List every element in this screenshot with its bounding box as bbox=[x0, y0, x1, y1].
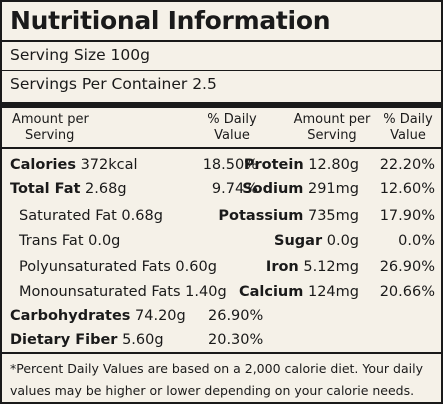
nutrient-dv: 20.30% bbox=[208, 332, 264, 348]
nutrient-dv: 22.20% bbox=[379, 157, 435, 173]
label-title: Nutritional Information bbox=[10, 6, 331, 35]
servings-per-container: Servings Per Container 2.5 bbox=[10, 75, 217, 93]
footnote: *Percent Daily Values are based on a 2,0… bbox=[10, 361, 423, 398]
divider bbox=[2, 352, 441, 354]
nutrient-amount: 5.60g bbox=[122, 332, 164, 348]
nutrient-name: Sugar bbox=[274, 233, 323, 249]
nutrient-row-dietary-fiber: Dietary Fiber 5.60g bbox=[10, 332, 164, 348]
header-amount-line1: Amount per bbox=[12, 112, 89, 127]
header-amount-line2: Serving bbox=[307, 128, 357, 143]
nutrient-amount: 12.80g bbox=[308, 157, 359, 173]
nutrient-amount: 0.0g bbox=[88, 233, 121, 249]
nutrient-amount: 124mg bbox=[307, 284, 359, 300]
nutrient-name: Trans Fat bbox=[19, 233, 84, 249]
nutrient-name: Iron bbox=[265, 259, 299, 275]
header-dv-left: % Daily Value bbox=[197, 112, 267, 144]
nutrient-name: Calcium bbox=[238, 284, 304, 300]
nutrient-row-calories: Calories 372kcal bbox=[10, 157, 138, 173]
nutrient-dv: 18.50% bbox=[202, 157, 258, 173]
nutrient-dv: 20.66% bbox=[379, 284, 435, 300]
nutrient-row-calcium: Calcium 124mg bbox=[239, 284, 359, 300]
nutrient-amount: 5.12mg bbox=[303, 259, 359, 275]
header-amount-line1: Amount per bbox=[293, 112, 371, 127]
nutrient-amount: 1.40g bbox=[185, 284, 227, 300]
nutrient-name: Total Fat bbox=[10, 181, 81, 197]
nutrient-name: Saturated Fat bbox=[19, 208, 117, 224]
nutrient-row-carbohydrates: Carbohydrates 74.20g bbox=[10, 308, 186, 324]
nutrient-amount: 0.68g bbox=[121, 208, 163, 224]
nutrient-dv: 12.60% bbox=[379, 181, 435, 197]
divider bbox=[2, 147, 441, 149]
nutrient-dv: 0.0% bbox=[398, 233, 435, 249]
nutrient-amount: 372kcal bbox=[80, 157, 138, 173]
nutrient-row-iron: Iron 5.12mg bbox=[266, 259, 359, 275]
nutrient-dv: 17.90% bbox=[379, 208, 435, 224]
nutrient-row-trans-fat: Trans Fat 0.0g bbox=[19, 233, 120, 249]
nutrient-dv: 26.90% bbox=[208, 308, 264, 324]
header-dv-line2: Value bbox=[390, 128, 426, 143]
nutrient-amount: 735mg bbox=[307, 208, 359, 224]
nutrient-row-total-fat: Total Fat 2.68g bbox=[10, 181, 127, 197]
nutrient-name: Dietary Fiber bbox=[10, 332, 118, 348]
nutrient-row-monounsaturated: Monounsaturated Fats 1.40g bbox=[19, 284, 227, 300]
nutrient-amount: 74.20g bbox=[135, 308, 186, 324]
header-dv-line1: % Daily bbox=[383, 112, 433, 127]
serving-size: Serving Size 100g bbox=[10, 46, 150, 64]
header-amount-right: Amount per Serving bbox=[289, 112, 375, 144]
nutrient-row-potassium: Potassium 735mg bbox=[218, 208, 359, 224]
divider bbox=[2, 40, 441, 42]
nutrient-name: Sodium bbox=[242, 181, 304, 197]
nutrient-amount: 2.68g bbox=[85, 181, 127, 197]
nutrient-amount: 0.0g bbox=[326, 233, 359, 249]
nutrient-dv: 26.90% bbox=[379, 259, 435, 275]
nutrient-name: Carbohydrates bbox=[10, 308, 131, 324]
nutrient-name: Protein bbox=[243, 157, 304, 173]
nutrient-row-saturated-fat: Saturated Fat 0.68g bbox=[19, 208, 163, 224]
header-dv-line1: % Daily bbox=[207, 112, 257, 127]
divider bbox=[2, 70, 441, 71]
nutrient-row-sodium: Sodium 291mg bbox=[242, 181, 359, 197]
nutrient-name: Monounsaturated Fats bbox=[19, 284, 181, 300]
nutrient-amount: 291mg bbox=[307, 181, 359, 197]
nutrient-amount: 0.60g bbox=[175, 259, 217, 275]
nutrient-name: Polyunsaturated Fats bbox=[19, 259, 171, 275]
nutrient-row-protein: Protein 12.80g bbox=[244, 157, 359, 173]
header-amount-line2: Serving bbox=[25, 128, 75, 143]
nutrient-dv: 9.74% bbox=[211, 181, 258, 197]
header-dv-line2: Value bbox=[214, 128, 250, 143]
nutrient-name: Potassium bbox=[218, 208, 304, 224]
divider bbox=[2, 102, 441, 108]
header-amount-left: Amount per Serving bbox=[12, 112, 89, 144]
nutrient-name: Calories bbox=[10, 157, 76, 173]
header-dv-right: % Daily Value bbox=[374, 112, 442, 144]
nutrient-row-polyunsaturated: Polyunsaturated Fats 0.60g bbox=[19, 259, 217, 275]
nutrient-row-sugar: Sugar 0.0g bbox=[274, 233, 359, 249]
